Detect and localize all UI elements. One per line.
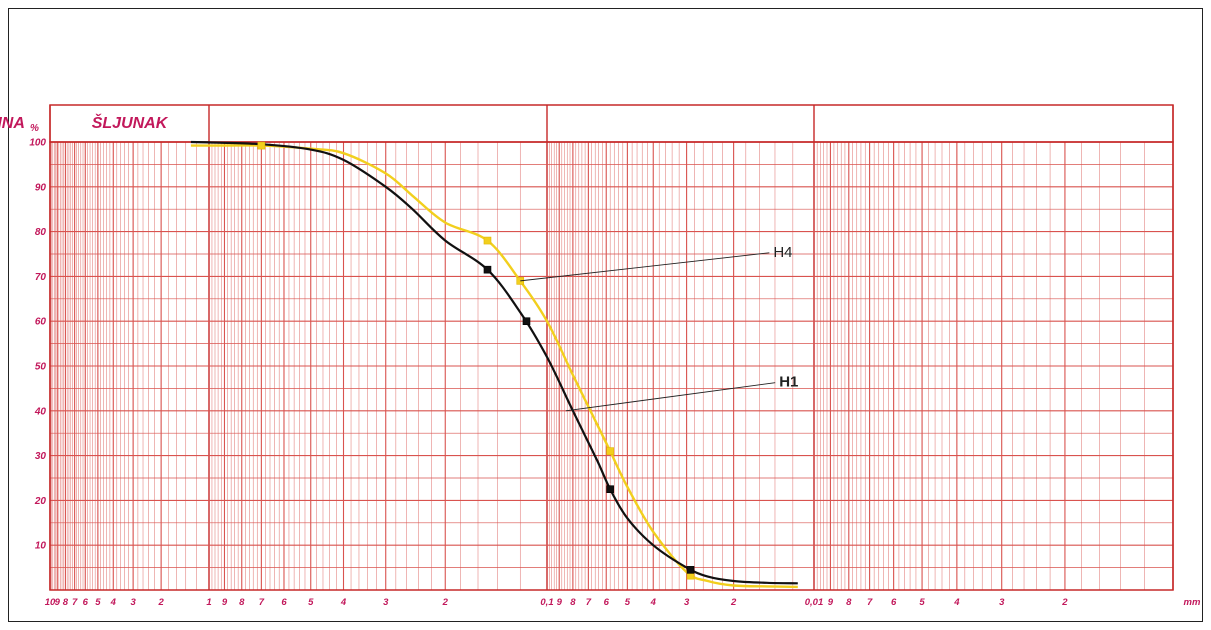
x-tick-label: 5	[919, 597, 925, 608]
x-tick-label: 7	[586, 597, 592, 608]
annotation-label-h1: H1	[779, 374, 798, 391]
x-tick-label: 0,1	[540, 597, 553, 608]
x-tick-label: 1	[206, 597, 211, 608]
header-cell-label: ŠLJUNAK	[92, 113, 169, 132]
x-tick-label: 10	[45, 597, 56, 608]
y-tick-label: 80	[35, 227, 47, 238]
x-tick-label: 4	[953, 597, 960, 608]
x-tick-label: 6	[83, 597, 89, 608]
x-tick-label: 7	[867, 597, 873, 608]
x-tick-label: 7	[259, 597, 265, 608]
x-tick-label: 4	[110, 597, 117, 608]
y-tick-label: 60	[35, 317, 47, 328]
y-tick-label: 100	[29, 138, 46, 149]
x-tick-label: 6	[281, 597, 287, 608]
data-point-h4	[257, 141, 266, 150]
x-tick-label: 9	[55, 597, 61, 608]
data-point-h1	[606, 485, 614, 494]
x-tick-label: 8	[846, 597, 852, 608]
y-tick-label: 50	[35, 362, 47, 373]
data-point-h4	[483, 236, 492, 245]
y-tick-label: 20	[34, 496, 47, 507]
annotation-leader-h4	[520, 252, 770, 282]
series-line-h1	[190, 140, 798, 585]
header-box	[49, 104, 1174, 143]
x-tick-label: 3	[130, 597, 136, 608]
x-tick-label: 5	[308, 597, 314, 608]
x-tick-label: 4	[650, 597, 657, 608]
x-tick-label: 3	[383, 597, 389, 608]
y-axis-unit-label: %	[30, 123, 39, 134]
x-tick-label: 8	[63, 597, 69, 608]
header-cell-label: GLINA	[0, 115, 25, 132]
y-tick-label: 70	[35, 272, 47, 283]
x-tick-label: 6	[891, 597, 897, 608]
x-tick-label: 2	[730, 597, 737, 608]
x-tick-label: 8	[239, 597, 245, 608]
data-point-h1	[522, 317, 531, 326]
x-tick-label: 4	[340, 597, 347, 608]
x-axis-unit-label: mm	[1184, 597, 1201, 608]
annotation-leader-h1	[565, 382, 776, 412]
x-tick-label: 5	[625, 597, 631, 608]
data-point-h4	[606, 447, 614, 455]
x-tick-label: 3	[684, 597, 690, 608]
x-tick-label: 6	[604, 597, 610, 608]
x-tick-label: 0,01	[805, 597, 824, 608]
x-tick-label: 9	[222, 597, 228, 608]
annotation-label-h4: H4	[773, 244, 792, 261]
chart-frame	[8, 8, 1203, 622]
x-tick-label: 3	[999, 597, 1005, 608]
x-tick-label: 8	[570, 597, 576, 608]
data-point-h1	[686, 566, 695, 574]
y-tick-label: 10	[35, 541, 47, 552]
x-tick-label: 2	[1061, 597, 1068, 608]
data-point-h1	[483, 265, 492, 274]
y-tick-label: 40	[34, 406, 47, 417]
x-tick-label: 2	[442, 597, 449, 608]
x-tick-label: 7	[72, 597, 78, 608]
x-tick-label: 5	[95, 597, 101, 608]
x-tick-label: 9	[828, 597, 834, 608]
series-line-h4	[190, 144, 798, 589]
y-tick-label: 30	[35, 451, 47, 462]
x-tick-label: 2	[157, 597, 164, 608]
x-tick-label: 9	[557, 597, 563, 608]
y-tick-label: 90	[35, 182, 47, 193]
